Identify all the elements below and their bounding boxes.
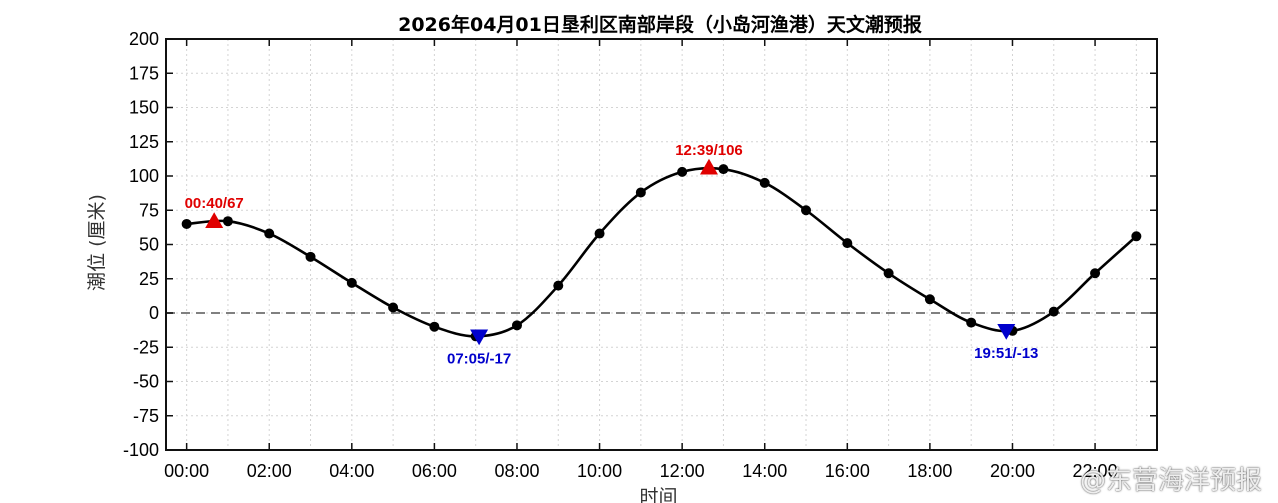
x-tick-label: 02:00 — [247, 461, 292, 481]
y-tick-label: -100 — [123, 440, 159, 460]
high-tide-marker — [205, 212, 224, 228]
y-tick-label: 175 — [129, 63, 159, 83]
extreme-markers: 00:40/67 07:05/-17 12:39/106 19:51/-13 — [185, 142, 1039, 368]
x-axis-label: 时间 — [639, 486, 677, 503]
data-point — [677, 166, 688, 177]
high-tide-label: 12:39/106 — [675, 142, 743, 159]
y-tick-label: -25 — [133, 337, 159, 357]
high-tide-marker — [699, 158, 718, 175]
hourly-points — [181, 164, 1142, 342]
x-tick-label: 20:00 — [990, 461, 1035, 481]
data-point — [388, 302, 399, 313]
data-point — [511, 320, 522, 331]
chart-title: 2026年04月01日垦利区南部岸段（小岛河渔港）天文潮预报 — [398, 13, 922, 36]
data-point — [718, 164, 729, 175]
y-tick-label: -50 — [133, 372, 159, 392]
data-point — [346, 277, 357, 288]
x-tick-label: 06:00 — [412, 461, 457, 481]
y-tick-label: 25 — [139, 269, 159, 289]
x-tick-label: 22:00 — [1073, 461, 1118, 481]
tide-curve — [186, 166, 1138, 338]
data-point — [966, 317, 977, 328]
data-point — [553, 280, 564, 291]
y-tick-label: 125 — [129, 132, 159, 152]
x-tick-label: 00:00 — [164, 461, 209, 481]
data-point — [759, 177, 770, 188]
y-axis-ticks: -100 -75 -50 -25 0 25 50 75 100 125 150 175 200 — [123, 29, 1157, 460]
low-tide-marker — [997, 324, 1016, 340]
data-point — [924, 294, 935, 305]
y-tick-label: 150 — [129, 98, 159, 118]
y-tick-label: 50 — [139, 235, 159, 255]
data-point — [1048, 306, 1059, 317]
x-tick-label: 18:00 — [907, 461, 952, 481]
data-point — [181, 218, 192, 229]
x-tick-label: 10:00 — [577, 461, 622, 481]
data-point — [1131, 231, 1142, 242]
y-tick-label: 200 — [129, 29, 159, 49]
data-point — [264, 228, 275, 239]
x-tick-label: 16:00 — [825, 461, 870, 481]
data-point — [801, 205, 812, 216]
y-tick-label: 0 — [149, 303, 159, 323]
data-point — [635, 187, 646, 198]
x-tick-label: 14:00 — [742, 461, 787, 481]
y-tick-label: -75 — [133, 406, 159, 426]
x-tick-label: 12:00 — [660, 461, 705, 481]
data-point — [842, 238, 853, 249]
data-point — [594, 228, 605, 239]
y-axis-label: 潮位 (厘米) — [86, 194, 108, 291]
x-tick-label: 04:00 — [329, 461, 374, 481]
x-tick-label: 08:00 — [494, 461, 539, 481]
low-tide-marker — [470, 329, 489, 346]
watermark: @东营海洋预报 — [1079, 466, 1262, 496]
high-tide-label: 00:40/67 — [185, 195, 244, 212]
low-tide-label: 07:05/-17 — [447, 350, 511, 367]
grid-lines — [166, 38, 1157, 451]
x-axis-ticks: 00:00 02:00 04:00 06:00 08:00 10:00 12:00 14:00… — [164, 39, 1118, 481]
data-point — [305, 251, 316, 262]
low-tide-label: 19:51/-13 — [974, 345, 1038, 362]
data-point — [222, 216, 233, 227]
y-tick-label: 100 — [129, 166, 159, 186]
y-tick-label: 75 — [139, 200, 159, 220]
tide-curve-layer — [186, 166, 1138, 338]
data-point — [1090, 268, 1101, 279]
data-point — [429, 321, 440, 332]
data-point — [883, 268, 894, 279]
